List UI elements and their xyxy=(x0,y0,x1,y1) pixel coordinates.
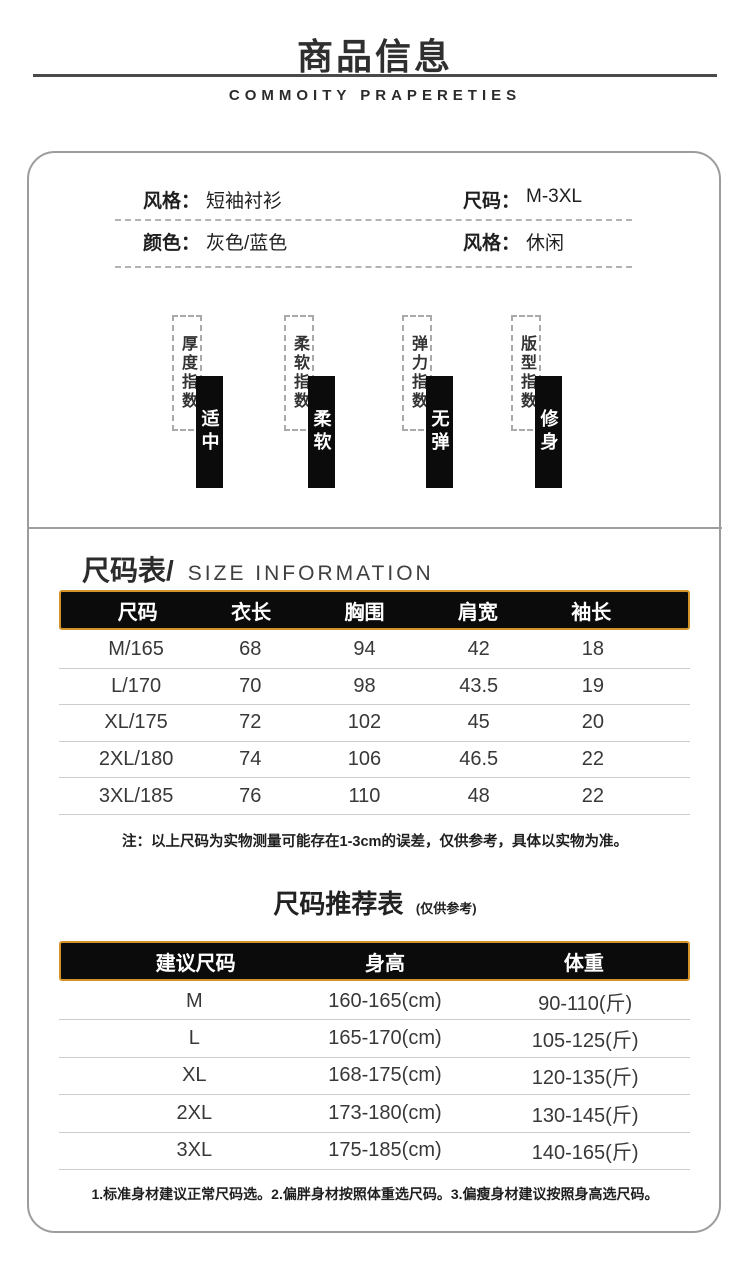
attribute-size: 尺码： M-3XL xyxy=(463,186,582,213)
attribute-label: 风格： xyxy=(463,233,521,254)
table-row: M/165 68 94 42 18 xyxy=(59,632,690,669)
table-row: 2XL/180 74 106 46.5 22 xyxy=(59,742,690,779)
indicator-value-box: 柔软 xyxy=(308,376,335,488)
indicator-cut: 版型指数 修身 xyxy=(511,315,563,489)
table-row: 3XL/185 76 110 48 22 xyxy=(59,778,690,815)
recommend-table-note: 1.标准身材建议正常尺码选。2.偏胖身材按照体重选尺码。3.偏瘦身材建议按照身高… xyxy=(91,1186,659,1202)
recommend-table-body: M 160-165(cm) 90-110(斤) L 165-170(cm) 105-12… xyxy=(59,983,690,1170)
attribute-label: 风格： xyxy=(143,191,201,212)
recommend-table-subtitle: (仅供参考) xyxy=(415,901,477,916)
recommend-table-title: 尺码推荐表 xyxy=(273,889,404,919)
size-table-body: M/165 68 94 42 18 L/170 70 98 43.5 19 XL/175 72 10… xyxy=(59,632,690,815)
column-header: 体重 xyxy=(563,952,604,975)
table-row: M 160-165(cm) 90-110(斤) xyxy=(59,983,690,1021)
indicator-thickness: 厚度指数 适中 xyxy=(172,315,224,489)
attribute-value: 短袖衬衫 xyxy=(206,191,283,212)
attribute-color: 颜色： 灰色/蓝色 xyxy=(143,228,287,255)
attribute-value: 灰色/蓝色 xyxy=(206,233,288,254)
size-table-header: 尺码 衣长 胸围 肩宽 袖长 xyxy=(59,590,690,630)
table-row: 3XL 175-185(cm) 140-165(斤) xyxy=(59,1133,690,1170)
size-table-title-en: SIZE INFORMATION xyxy=(187,562,434,585)
column-header: 身高 xyxy=(365,952,406,975)
column-header: 衣长 xyxy=(231,601,272,624)
size-table-title-cn: 尺码表/ xyxy=(82,555,174,586)
table-row: L 165-170(cm) 105-125(斤) xyxy=(59,1020,690,1058)
attribute-label: 颜色： xyxy=(143,233,201,254)
attribute-divider-1 xyxy=(115,219,632,221)
attribute-label: 尺码： xyxy=(463,191,521,212)
recommend-table-heading: 尺码推荐表 (仅供参考) xyxy=(0,884,750,921)
attribute-value: M-3XL xyxy=(526,186,582,207)
indicator-value-box: 适中 xyxy=(196,376,223,488)
attribute-value: 休闲 xyxy=(526,233,565,254)
size-table-heading: 尺码表/ SIZE INFORMATION xyxy=(82,549,434,589)
column-header: 建议尺码 xyxy=(155,952,236,975)
recommend-table-header: 建议尺码 身高 体重 xyxy=(59,941,690,981)
indicator-elasticity: 弹力指数 无弹 xyxy=(402,315,454,489)
indicator-name-box: 弹力指数 xyxy=(402,315,432,431)
indicator-softness: 柔软指数 柔软 xyxy=(284,315,336,489)
table-row: 2XL 173-180(cm) 130-145(斤) xyxy=(59,1095,690,1133)
page-title: 商品信息 xyxy=(296,36,453,77)
indicator-name-box: 厚度指数 xyxy=(172,315,202,431)
table-row: XL/175 72 102 45 20 xyxy=(59,705,690,742)
column-header: 尺码 xyxy=(117,601,158,624)
size-table-note: 注：以上尺码为实物测量可能存在1-3cm的误差，仅供参考，具体以实物为准。 xyxy=(122,834,628,850)
title-divider-line xyxy=(33,74,717,77)
column-header: 肩宽 xyxy=(457,601,498,624)
table-row: XL 168-175(cm) 120-135(斤) xyxy=(59,1058,690,1096)
attribute-divider-2 xyxy=(115,266,632,268)
column-header: 袖长 xyxy=(571,601,612,624)
attribute-fit: 风格： 休闲 xyxy=(463,228,564,255)
attribute-style: 风格： 短袖衬衫 xyxy=(143,186,282,213)
indicator-value-box: 修身 xyxy=(535,376,562,488)
indicator-value-box: 无弹 xyxy=(426,376,453,488)
info-card xyxy=(27,151,721,1233)
page-subtitle: COMMOITY PRAPERETIES xyxy=(228,87,522,104)
table-row: L/170 70 98 43.5 19 xyxy=(59,669,690,706)
card-section-divider xyxy=(28,527,722,529)
column-header: 胸围 xyxy=(344,601,385,624)
